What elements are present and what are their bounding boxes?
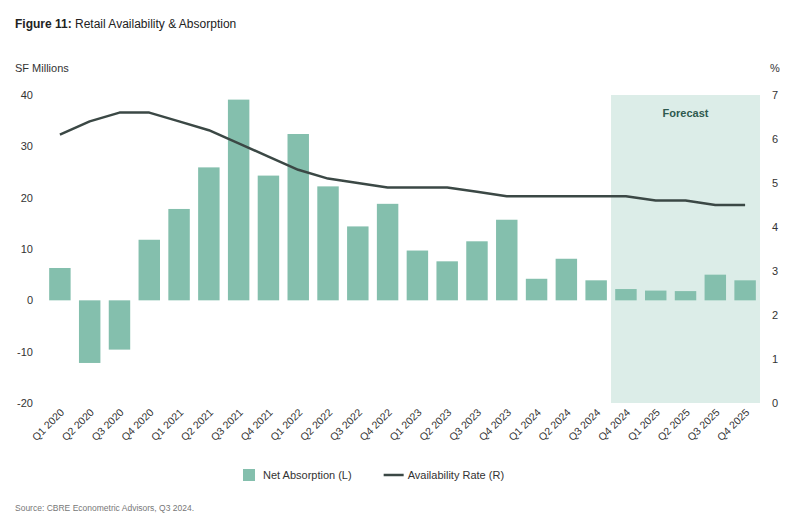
legend-swatch [384,474,404,477]
line [60,113,745,205]
bar [615,289,636,300]
bar [377,204,398,301]
y-tick-label: 40 [21,89,33,101]
bar [496,220,517,301]
y-tick-label: -20 [17,397,33,409]
bar [49,268,70,300]
y2-tick-label: 6 [772,133,778,145]
bar [734,280,755,300]
y2-tick-label: 5 [772,177,778,189]
y2-tick [761,403,764,404]
legend-label: Availability Rate (R) [408,469,504,481]
y-axis-label: SF Millions [15,62,69,74]
bar [258,176,279,301]
y2-tick-label: 3 [772,265,778,277]
legend-swatch [243,469,255,481]
y-tick-label: -10 [17,346,33,358]
y2-tick [761,271,764,272]
y-tick [41,95,44,96]
bar [407,251,428,301]
legend: Net Absorption (L) Availability Rate (R) [243,469,504,481]
y-tick-label: 20 [21,192,33,204]
y-tick [41,146,44,147]
bar [288,134,309,300]
bar [347,226,368,300]
bar [705,275,726,301]
y-tick [41,351,44,352]
bar [109,300,130,349]
legend-label: Net Absorption (L) [263,469,352,481]
y-tick-label: 0 [27,294,33,306]
chart: Figure 11: Retail Availability & Absorpt… [0,0,800,532]
y2-axis-label: % [770,62,780,74]
y2-tick [761,95,764,96]
y-tick [41,300,44,301]
y2-tick [761,359,764,360]
bar [198,167,219,300]
y2-tick-label: 2 [772,309,778,321]
x-tick-label: Q4 2025 [715,406,752,443]
source: Source: CBRE Econometric Advisors, Q3 20… [15,503,194,513]
y2-tick [761,183,764,184]
bar [585,280,606,300]
bar [556,259,577,301]
y-tick-label: 30 [21,140,33,152]
title-prefix: Figure 11: [15,17,72,31]
y2-tick-label: 0 [772,397,778,409]
bar [228,100,249,301]
y2-tick [761,227,764,228]
bar [526,279,547,301]
bar [139,240,160,301]
bar [168,209,189,300]
y-tick [41,403,44,404]
y2-tick-label: 4 [772,221,778,233]
annotation: Forecast [663,107,709,119]
bar [675,291,696,300]
y-tick [41,197,44,198]
y2-tick-label: 1 [772,353,778,365]
bar [436,261,457,300]
y2-tick [761,139,764,140]
bar [466,241,487,300]
bar [645,291,666,301]
title: Figure 11: Retail Availability & Absorpt… [15,17,236,31]
plot-area [49,100,756,363]
y2-tick [761,315,764,316]
y-tick [41,249,44,250]
bar [317,186,338,300]
y2-tick-label: 7 [772,89,778,101]
bar [79,300,100,363]
forecast-region [611,95,760,403]
title-text: Retail Availability & Absorption [72,17,237,31]
y-tick-label: 10 [21,243,33,255]
